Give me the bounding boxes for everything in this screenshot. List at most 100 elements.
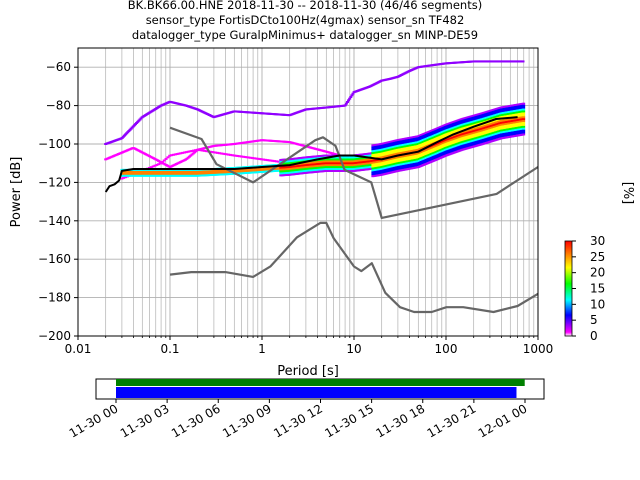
x-axis-ticks: 0.01 0.1 1 10 100 1000 [65, 336, 554, 356]
histogram-cell [522, 121, 526, 124]
histogram-cell [147, 166, 151, 169]
histogram-cell [522, 110, 526, 113]
histogram-cell [122, 176, 126, 179]
histogram-cell [193, 149, 197, 152]
histogram-cell [522, 127, 526, 130]
histogram-cell [234, 154, 238, 157]
histogram-cell [260, 158, 264, 161]
histogram-cell [276, 160, 280, 163]
histogram-cell [175, 153, 179, 156]
histogram-cell [124, 176, 128, 179]
histogram-cell [249, 156, 253, 159]
histogram-cell [344, 102, 348, 105]
histogram-cell [195, 148, 199, 151]
histogram-cell [343, 104, 347, 107]
histogram-cell [216, 151, 220, 154]
histogram-cell [171, 153, 175, 156]
histogram-cell [271, 159, 275, 162]
histogram-cell [125, 132, 129, 135]
histogram-cell [258, 158, 262, 161]
x-tick-label: 10 [346, 342, 361, 356]
histogram-cell [138, 118, 142, 121]
histogram-cell [238, 155, 242, 158]
histogram-cell [223, 153, 227, 156]
histogram-cell [241, 155, 245, 158]
histogram-cell [349, 96, 353, 99]
x-tick-label: 1 [258, 342, 266, 356]
histogram-cell [522, 106, 526, 109]
histogram-cell [182, 151, 186, 154]
histogram-cell [351, 92, 355, 95]
title-line-1: BK.BK66.00.HNE 2018-11-30 -- 2018-11-30 … [128, 0, 482, 12]
histogram-cell [228, 153, 232, 156]
histogram-cell [210, 151, 214, 154]
histogram-cell [521, 60, 525, 63]
histogram-cell [173, 153, 177, 156]
histogram-cell [160, 161, 164, 164]
histogram-cell [188, 150, 192, 153]
histogram-cell [184, 151, 188, 154]
mean-psd-line [104, 116, 518, 193]
histogram-cell [203, 149, 207, 152]
histogram-cell [185, 157, 189, 160]
histogram-cell [120, 136, 124, 139]
histogram-cell [159, 162, 163, 165]
histogram-cell [199, 149, 203, 152]
x-tick-label: 1000 [523, 342, 554, 356]
histogram-cell [120, 177, 124, 180]
psd-lines [104, 116, 539, 314]
histogram-cell [134, 123, 138, 126]
histogram-cell [187, 155, 191, 158]
histogram-cell [245, 156, 249, 159]
histogram-cell [522, 125, 526, 128]
histogram-cell [274, 160, 278, 163]
histogram-cell [157, 163, 161, 166]
histogram-cell [522, 131, 526, 134]
histogram-cell [127, 130, 131, 133]
histogram-cell [192, 149, 196, 152]
histogram-cell [251, 157, 255, 160]
x-tick-label: 0.1 [160, 342, 179, 356]
histogram-cell [190, 153, 194, 156]
histogram-cell [522, 133, 526, 136]
histogram-cell [262, 158, 266, 161]
histogram-cell [273, 160, 277, 163]
histogram-cell [263, 158, 267, 161]
histogram-cell [256, 157, 260, 160]
histogram-cell [219, 152, 223, 155]
histogram-cell [236, 155, 240, 158]
plot-frame [77, 47, 539, 337]
histogram-cell [267, 159, 271, 162]
histogram-cell [247, 156, 251, 159]
histogram-cell [522, 118, 526, 121]
histogram-cell [243, 156, 247, 159]
histogram-cell [191, 152, 195, 155]
histogram-cell [522, 114, 526, 117]
histogram-cell [217, 152, 221, 155]
histogram-cell [522, 123, 526, 126]
histogram-cell [137, 119, 141, 122]
histogram-cell [164, 157, 168, 160]
noise-model-high-line [169, 126, 539, 219]
histogram-cell [225, 153, 229, 156]
histogram-cell [227, 153, 231, 156]
histogram-cell [131, 125, 135, 128]
x-tick-label: 0.01 [65, 342, 92, 356]
histogram-cell [522, 104, 526, 107]
histogram-cell [121, 135, 125, 138]
histogram-cell [269, 159, 273, 162]
plot-background [78, 48, 538, 336]
ppsd-plot: 0.01 0.1 1 10 100 1000 −200−180−160−140−120−1… [9, 47, 554, 379]
histogram-cell [190, 149, 194, 152]
histogram-cell [179, 152, 183, 155]
histogram-cell [212, 151, 216, 154]
histogram-cell [201, 149, 205, 152]
histogram-cell [522, 108, 526, 111]
histogram-cell [221, 152, 225, 155]
y-tick-label: −200 [38, 329, 71, 343]
histogram-cell [205, 150, 209, 153]
histogram-cell [186, 156, 190, 159]
noise-model-low-line [169, 221, 539, 314]
histogram-cell [522, 116, 526, 119]
